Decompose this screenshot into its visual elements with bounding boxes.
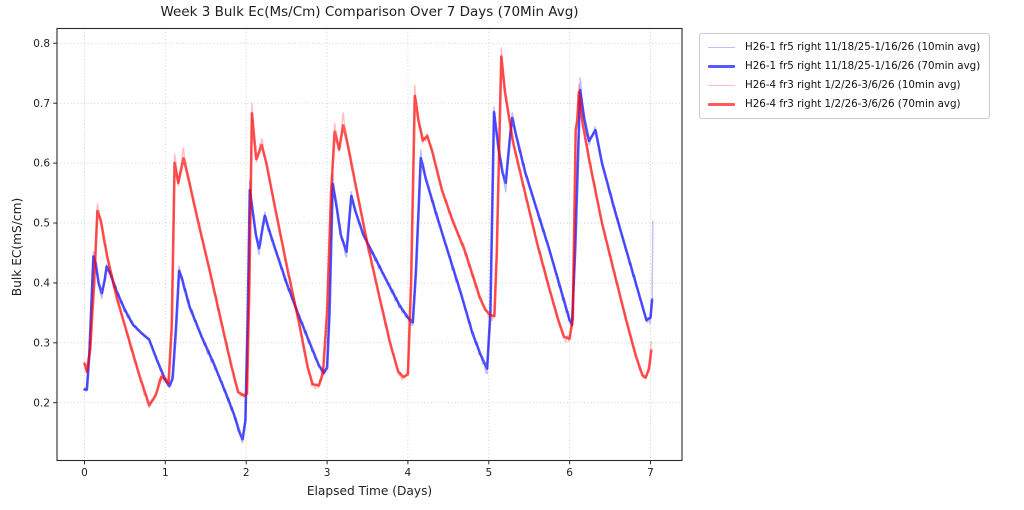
legend-line-swatch	[708, 84, 735, 87]
y-tick-label: 0.5	[33, 218, 50, 230]
legend: H26-1 fr5 right 11/18/25-1/16/26 (10min …	[699, 33, 991, 119]
legend-row: H26-1 fr5 right 11/18/25-1/16/26 (10min …	[708, 38, 980, 57]
legend-line-swatch	[708, 46, 735, 49]
x-tick-label: 0	[81, 467, 88, 479]
x-tick-label: 5	[485, 467, 492, 479]
x-tick-label: 2	[243, 467, 250, 479]
y-tick-label: 0.2	[33, 397, 50, 409]
series-line-1	[83, 88, 654, 441]
x-tick-label: 6	[566, 467, 573, 479]
chart-title: Week 3 Bulk Ec(Ms/Cm) Comparison Over 7 …	[160, 4, 579, 20]
y-tick-label: 0.6	[33, 158, 50, 170]
legend-label: H26-1 fr5 right 11/18/25-1/16/26 (70min …	[745, 60, 981, 73]
x-tick-label: 1	[162, 467, 169, 479]
legend-label: H26-1 fr5 right 11/18/25-1/16/26 (10min …	[745, 41, 981, 54]
legend-label: H26-4 fr3 right 1/2/26-3/6/26 (10min avg…	[745, 79, 961, 92]
legend-row: H26-1 fr5 right 11/18/25-1/16/26 (70min …	[708, 57, 980, 76]
x-axis-label: Elapsed Time (Days)	[306, 484, 433, 498]
series-line-3	[83, 55, 653, 407]
y-axis-label: Bulk EC(mS/cm)	[10, 197, 24, 297]
y-tick-label: 0.7	[33, 98, 50, 110]
x-tick-label: 3	[324, 467, 331, 479]
x-tick-label: 7	[647, 467, 654, 479]
legend-label: H26-4 fr3 right 1/2/26-3/6/26 (70min avg…	[745, 98, 961, 111]
y-tick-label: 0.3	[33, 337, 50, 349]
y-tick-label: 0.8	[33, 38, 50, 50]
legend-line-swatch	[708, 65, 735, 68]
legend-row: H26-4 fr3 right 1/2/26-3/6/26 (70min avg…	[708, 95, 980, 114]
x-tick-label: 4	[405, 467, 412, 479]
series-line-0	[83, 77, 654, 444]
legend-line-swatch	[708, 103, 735, 106]
legend-row: H26-4 fr3 right 1/2/26-3/6/26 (10min avg…	[708, 76, 980, 95]
plot-frame	[56, 27, 683, 462]
y-tick-label: 0.4	[33, 278, 50, 290]
